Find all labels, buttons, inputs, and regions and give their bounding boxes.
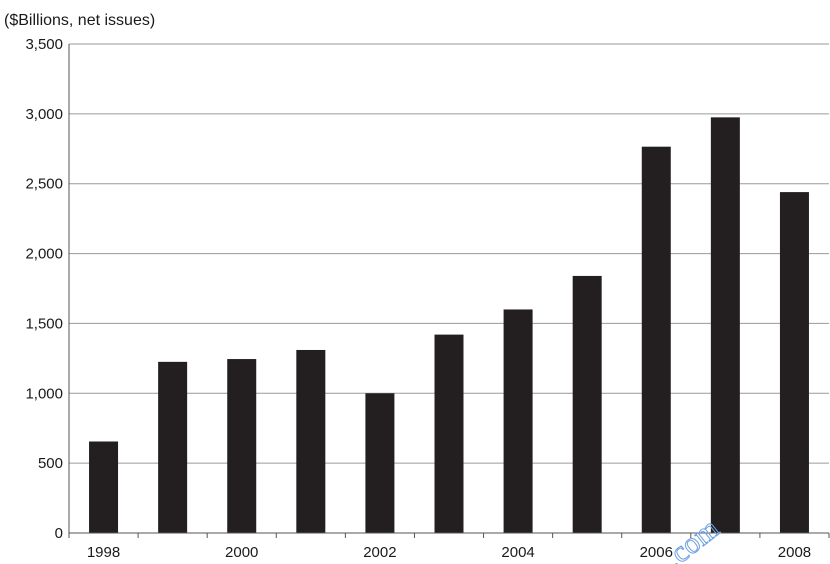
bar-2004: [503, 309, 533, 533]
y-tick-label: 3,000: [25, 106, 63, 123]
y-tick-label: 0: [55, 525, 63, 542]
y-tick-label: 2,000: [25, 246, 63, 263]
x-tick-label: 2000: [225, 544, 258, 561]
y-tick-label: 1,500: [25, 315, 63, 332]
bar-2002: [365, 393, 395, 533]
bar-2008: [779, 192, 809, 533]
bar-2005: [572, 275, 602, 533]
bar-2006: [641, 146, 671, 533]
gridlines: [69, 43, 829, 464]
unit-label: ($Billions, net issues): [4, 12, 155, 29]
bar-2007: [710, 117, 740, 533]
x-tick-label: 2004: [501, 544, 534, 561]
bars: [89, 117, 809, 533]
y-tick-label: 3,500: [25, 36, 63, 53]
x-axis: 1998 2000 2002 2004 2006 2008: [68, 532, 830, 561]
x-tick-label: 1998: [87, 544, 120, 561]
y-tick-label: 500: [38, 455, 63, 472]
x-tick-label: 2002: [363, 544, 396, 561]
x-tick-label: 2008: [778, 544, 811, 561]
bar-1999: [158, 361, 188, 533]
x-tick-label: 2006: [640, 544, 673, 561]
y-axis: 0 500 1,000 1,500 2,000 2,500 3,000 3,500: [25, 36, 70, 542]
y-tick-label: 2,500: [25, 176, 63, 193]
y-tick-label: 1,000: [25, 385, 63, 402]
bar-2001: [296, 349, 326, 533]
bar-2003: [434, 334, 464, 533]
bar-2000: [227, 359, 257, 533]
bar-1998: [89, 441, 119, 533]
